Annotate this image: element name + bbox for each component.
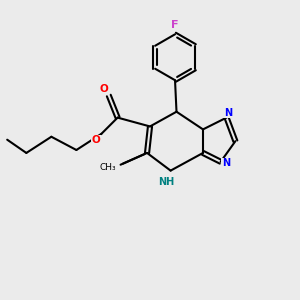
Text: O: O: [99, 84, 108, 94]
Text: N: N: [224, 108, 232, 118]
Text: NH: NH: [158, 177, 174, 187]
Text: N: N: [222, 158, 230, 168]
Text: CH₃: CH₃: [100, 163, 116, 172]
Text: O: O: [92, 135, 100, 145]
Text: F: F: [171, 20, 179, 30]
